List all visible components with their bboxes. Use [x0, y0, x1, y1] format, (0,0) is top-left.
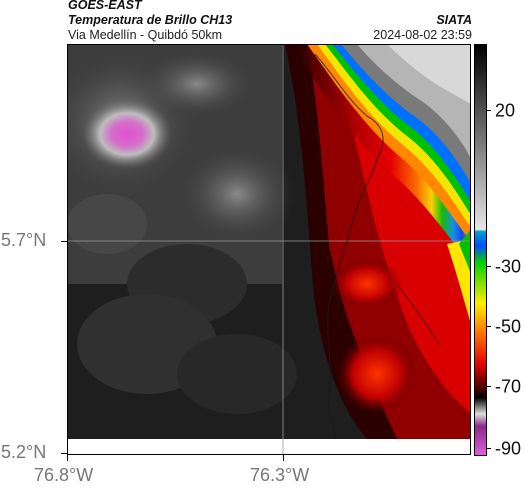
lon-tick — [283, 455, 284, 461]
lat-tick — [61, 241, 67, 242]
colorbar-tick — [486, 326, 491, 327]
lat-label: 5.7°N — [1, 230, 47, 250]
warm-hotspot — [82, 99, 172, 169]
lon-label: 76.8°W — [34, 465, 94, 485]
colorbar-label: -30 — [495, 256, 522, 277]
lon-tick — [67, 455, 68, 461]
colorbar-tick — [486, 448, 491, 449]
organization-name: SIATA — [436, 13, 472, 27]
colorbar-label: -90 — [495, 438, 522, 459]
colorbar-tick — [486, 266, 491, 267]
product-name: Temperatura de Brillo CH13 — [68, 13, 233, 27]
satellite-name: GOES-EAST — [68, 0, 142, 12]
colorbar — [474, 44, 487, 456]
colorbar-label: -50 — [495, 316, 522, 337]
lat-label: 5.2°N — [1, 442, 47, 462]
lat-tick — [61, 453, 67, 454]
title-block: GOES-EAST Temperatura de Brillo CH13 SIA… — [68, 0, 472, 43]
colorbar-tick — [486, 110, 491, 111]
region-name: Via Medellín - Quibdó 50km — [68, 28, 223, 42]
colorbar-label: 20 — [495, 100, 516, 121]
boundary-line — [314, 53, 384, 440]
lon-label: 76.3°W — [250, 465, 310, 485]
colorbar-tick — [486, 386, 491, 387]
satellite-map — [67, 44, 471, 455]
colorbar-label: -70 — [495, 376, 522, 397]
timestamp: 2024-08-02 23:59 — [373, 28, 472, 42]
